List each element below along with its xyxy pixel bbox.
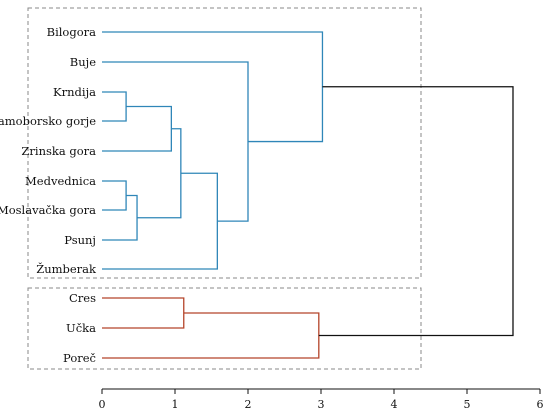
x-tick-label-4: 4	[391, 398, 398, 411]
leaf-label-psunj: Psunj	[64, 233, 96, 247]
leaf-label-samoborsko-gorje: Samoborsko gorje	[0, 114, 96, 128]
merge-link-m11	[318, 86, 514, 337]
leaf-label-krndija: Krndija	[53, 85, 96, 99]
x-tick-label-5: 5	[464, 398, 471, 411]
leaf-label-zumberak: Žumberak	[36, 262, 97, 276]
leaf-labels: Bilogora Buje Krndija Samoborsko gorje Zrins…	[0, 25, 97, 365]
cluster-box-1	[27, 7, 422, 279]
x-tick-label-3: 3	[318, 398, 325, 411]
x-tick-label-0: 0	[99, 398, 106, 411]
merge-link-m4	[102, 105, 172, 152]
leaf-label-buje: Buje	[70, 55, 96, 69]
merge-link-m8	[102, 31, 324, 143]
merge-link-m3	[102, 194, 138, 241]
x-tick-label-6: 6	[537, 398, 544, 411]
merge-link-m2	[102, 180, 127, 211]
cluster-box-2	[27, 287, 422, 370]
merge-link-m5	[137, 128, 182, 219]
leaf-label-porec: Poreč	[63, 351, 96, 365]
leaf-label-cres: Cres	[69, 291, 96, 305]
leaf-label-moslavacka-gora: Moslavačka gora	[0, 203, 96, 217]
merge-link-m1	[102, 91, 127, 122]
leaf-label-bilogora: Bilogora	[47, 25, 97, 39]
x-axis: 0 1 2 3 4 5 6	[99, 388, 544, 411]
leaf-label-ucka: Učka	[66, 321, 96, 335]
leaf-label-zrinska-gora: Zrinska gora	[21, 144, 96, 158]
leaf-label-medvednica: Medvednica	[25, 174, 96, 188]
x-tick-label-1: 1	[172, 398, 179, 411]
x-tick-label-2: 2	[245, 398, 252, 411]
dendrogram-links	[102, 31, 514, 359]
merge-link-m9	[102, 297, 185, 329]
merge-link-m7	[102, 61, 249, 222]
merge-link-m6	[102, 172, 218, 270]
merge-link-m10	[102, 312, 320, 359]
